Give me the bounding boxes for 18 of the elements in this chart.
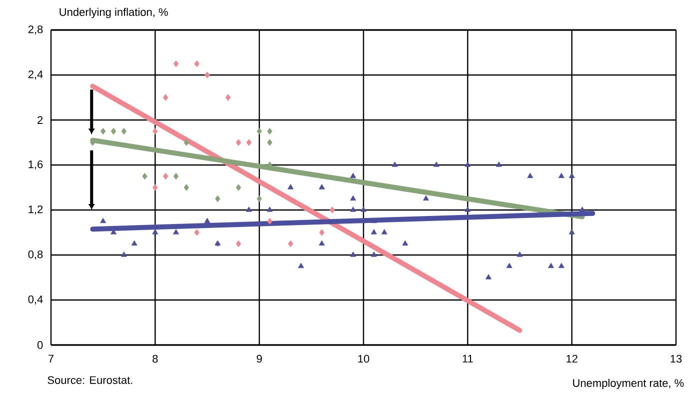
- y-tick-label: 2,4: [28, 70, 43, 80]
- y-tick-label: 1,6: [28, 160, 43, 170]
- y-axis-title: Underlying inflation, %: [60, 8, 168, 18]
- x-tick-label: 10: [358, 354, 370, 363]
- y-tick-label: 0,4: [28, 295, 43, 305]
- source-note: Source: Eurostat.: [48, 376, 132, 384]
- x-tick-label: 7: [48, 354, 54, 362]
- y-tick-label: 0: [37, 341, 43, 349]
- x-tick-label: 9: [256, 354, 262, 363]
- y-tick-label: 1,2: [28, 205, 43, 215]
- x-axis-title: Unemployment rate, %: [573, 378, 684, 390]
- x-tick-label: 13: [670, 354, 682, 363]
- y-tick-label: 2: [38, 116, 43, 124]
- y-tick-label: 2,8: [28, 25, 43, 35]
- x-tick-label: 12: [566, 354, 578, 363]
- x-tick-label: 8: [152, 354, 158, 363]
- x-tick-label: 11: [462, 354, 473, 362]
- y-tick-label: 0,8: [28, 250, 43, 260]
